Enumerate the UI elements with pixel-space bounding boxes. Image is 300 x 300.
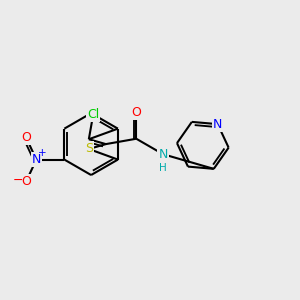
Text: O: O bbox=[21, 131, 31, 144]
Text: N: N bbox=[32, 153, 41, 166]
Text: N: N bbox=[213, 118, 222, 130]
Text: −: − bbox=[13, 174, 23, 187]
Text: O: O bbox=[21, 175, 31, 188]
Text: +: + bbox=[38, 148, 46, 158]
Text: S: S bbox=[85, 142, 93, 155]
Text: O: O bbox=[131, 106, 141, 119]
Text: H: H bbox=[159, 163, 167, 173]
Text: Cl: Cl bbox=[87, 108, 99, 121]
Text: N: N bbox=[158, 148, 168, 161]
